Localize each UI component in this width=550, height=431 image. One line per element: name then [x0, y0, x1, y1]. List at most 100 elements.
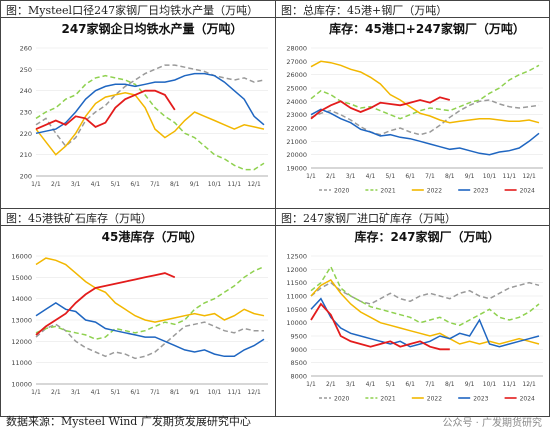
legend-label-2021: 2021 — [380, 188, 395, 195]
x-tick-label: 5/1 — [110, 181, 120, 188]
chart-title: 库存：247家钢厂（万吨） — [354, 229, 499, 244]
y-tick-label: 26000 — [286, 71, 307, 79]
x-tick-label: 7/1 — [150, 181, 160, 188]
series-line-2023 — [310, 108, 540, 156]
y-tick-label: 10500 — [286, 306, 307, 314]
legend-label-2024: 2024 — [520, 396, 535, 403]
y-tick-label: 250 — [20, 66, 32, 74]
y-tick-label: 9500 — [290, 333, 307, 341]
legend-label-2021: 2021 — [380, 396, 395, 403]
series-line-2022 — [310, 60, 540, 124]
series-line-2023 — [35, 72, 265, 135]
x-tick-label: 8/1 — [170, 389, 180, 396]
panel-4: 图：247家钢厂进口矿库存（万吨） 库存：247家钢厂（万吨） 8000 8500 9… — [275, 208, 550, 416]
x-tick-label: 8/1 — [445, 173, 455, 180]
x-tick-label: 4/1 — [366, 381, 376, 388]
panel-4-title: 图：247家钢厂进口矿库存（万吨） — [281, 212, 456, 225]
x-tick-label: 12/1 — [522, 173, 536, 180]
y-tick-label: 220 — [20, 130, 32, 138]
series-line-2023 — [310, 297, 540, 348]
series-line-2024 — [35, 272, 176, 336]
y-tick-label: 25000 — [286, 85, 307, 93]
y-tick-label: 200 — [20, 173, 32, 181]
chart-2: 库存：45港口+247家钢厂（万吨） 19000 20000 21000 22000 23… — [286, 21, 543, 195]
y-tick-label: 260 — [20, 45, 32, 53]
x-tick-label: 3/1 — [71, 181, 81, 188]
series-line-2021 — [35, 74, 265, 171]
y-tick-label: 12500 — [286, 253, 307, 261]
legend-label-2022: 2022 — [427, 396, 442, 403]
y-tick-label: 11000 — [11, 359, 32, 367]
y-tick-label: 12000 — [11, 338, 32, 346]
x-tick-label: 12/1 — [247, 181, 261, 188]
x-tick-label: 1/1 — [31, 181, 41, 188]
y-tick-label: 20000 — [286, 151, 307, 159]
x-tick-label: 10/1 — [483, 381, 497, 388]
chart-title: 库存：45港口+247家钢厂（万吨） — [329, 21, 525, 36]
series-line-2022 — [35, 257, 265, 323]
x-tick-label: 10/1 — [208, 181, 222, 188]
x-tick-label: 9/1 — [465, 381, 475, 388]
x-tick-label: 3/1 — [346, 381, 356, 388]
x-tick-label: 11/1 — [503, 381, 517, 388]
data-source-note: 数据来源：Mysteel Wind 广发期货发展研究中心 — [6, 415, 251, 428]
series-line-2022 — [310, 279, 540, 345]
x-tick-label: 2/1 — [51, 389, 61, 396]
y-tick-label: 27000 — [286, 58, 307, 66]
chart-4: 库存：247家钢厂（万吨） 8000 8500 9000 9500 10000 10500 1… — [286, 229, 543, 403]
x-tick-label: 4/1 — [91, 389, 101, 396]
y-tick-label: 23000 — [286, 111, 307, 119]
x-tick-label: 5/1 — [385, 173, 395, 180]
x-tick-label: 9/1 — [190, 389, 200, 396]
x-tick-label: 9/1 — [465, 173, 475, 180]
x-tick-label: 12/1 — [522, 381, 536, 388]
panel-3: 图：45港铁矿石库存（万吨） 45港库存（万吨） 10000 11000 12000 1… — [0, 208, 275, 416]
x-tick-label: 8/1 — [445, 381, 455, 388]
x-tick-label: 2/1 — [326, 381, 336, 388]
y-tick-label: 210 — [20, 151, 32, 159]
y-tick-label: 12000 — [286, 266, 307, 274]
y-tick-label: 28000 — [286, 45, 307, 53]
series-line-2023 — [35, 302, 265, 358]
x-tick-label: 6/1 — [130, 389, 140, 396]
x-tick-label: 1/1 — [306, 173, 316, 180]
series-line-2020 — [310, 99, 540, 136]
y-tick-label: 24000 — [286, 98, 307, 106]
chart-1: 247家钢企日均铁水产量（万吨） 200 210 220 230 240 250 260 1/1… — [20, 21, 268, 188]
x-tick-label: 1/1 — [31, 389, 41, 396]
panel-1-title: 图：Mysteel口径247家钢厂日均铁水产量（万吨） — [6, 4, 259, 17]
x-tick-label: 9/1 — [190, 181, 200, 188]
x-tick-label: 2/1 — [326, 173, 336, 180]
y-tick-label: 21000 — [286, 138, 307, 146]
frame-line-left — [0, 0, 1, 416]
x-tick-label: 7/1 — [425, 381, 435, 388]
series-line-2021 — [35, 266, 265, 340]
series-line-2024 — [35, 89, 176, 130]
x-tick-label: 11/1 — [228, 389, 242, 396]
y-tick-label: 10000 — [286, 319, 307, 327]
series-line-2024 — [310, 96, 451, 120]
y-tick-label: 13000 — [11, 317, 32, 325]
x-tick-label: 11/1 — [503, 173, 517, 180]
legend-label-2023: 2023 — [473, 188, 488, 195]
chart-title: 45港库存（万吨） — [102, 229, 203, 244]
y-tick-label: 22000 — [286, 125, 307, 133]
frame-line-center — [275, 0, 276, 416]
y-tick-label: 230 — [20, 109, 32, 117]
x-tick-label: 5/1 — [110, 389, 120, 396]
y-tick-label: 19000 — [286, 165, 307, 173]
x-tick-label: 6/1 — [405, 173, 415, 180]
y-tick-label: 8500 — [290, 359, 307, 367]
y-tick-label: 11000 — [286, 293, 307, 301]
watermark-text: 公众号 · 广发期货研究 — [442, 418, 542, 429]
x-tick-label: 6/1 — [130, 181, 140, 188]
y-tick-label: 9000 — [290, 346, 307, 354]
y-tick-label: 11500 — [286, 279, 307, 287]
x-tick-label: 3/1 — [71, 389, 81, 396]
panel-3-title: 图：45港铁矿石库存（万吨） — [6, 212, 152, 225]
x-tick-label: 4/1 — [366, 173, 376, 180]
legend-label-2020: 2020 — [334, 188, 349, 195]
panel-1: 图：Mysteel口径247家钢厂日均铁水产量（万吨） 247家钢企日均铁水产量… — [0, 0, 275, 208]
panel-2: 图：总库存：45港+钢厂（万吨） 库存：45港口+247家钢厂（万吨） 19000… — [275, 0, 550, 208]
